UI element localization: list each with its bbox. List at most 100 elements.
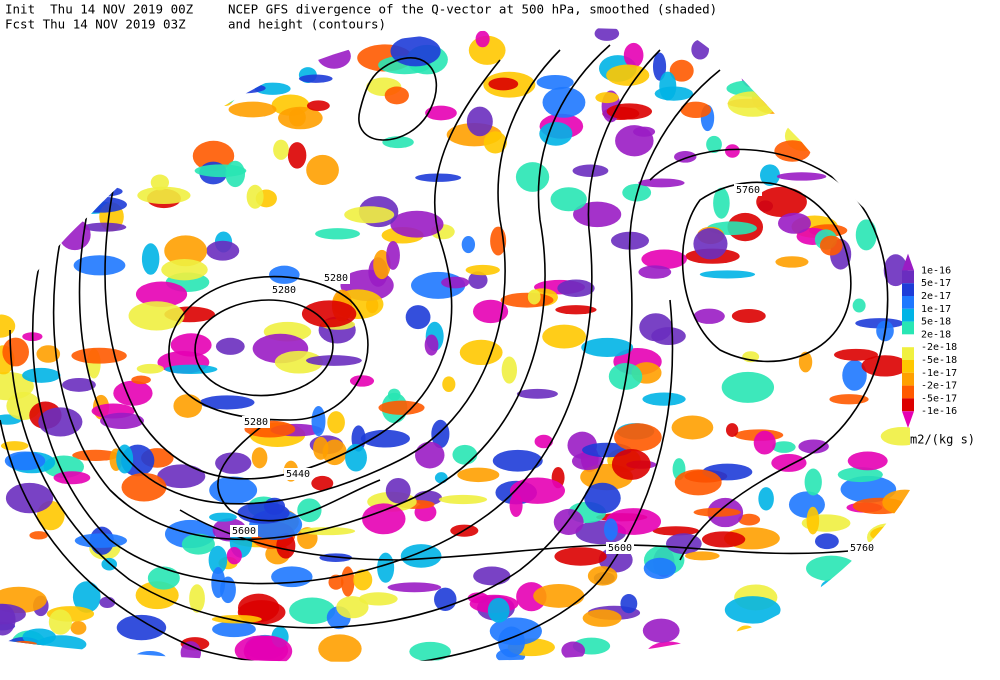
colorbar-swatch: [902, 270, 914, 284]
shade-blob: [141, 243, 160, 275]
shade-blob: [0, 90, 30, 104]
shade-blob: [561, 641, 586, 660]
shade-blob: [870, 525, 910, 543]
shade-blob: [71, 347, 127, 364]
shade-blob: [126, 48, 173, 60]
shade-blob: [209, 512, 237, 522]
colorbar-arrow: [902, 411, 914, 428]
colorbar-label: -2e-17: [921, 381, 957, 392]
shade-blob: [3, 136, 28, 152]
shade-blob: [572, 164, 609, 177]
shade-blob: [756, 186, 807, 218]
colorbar-swatch: [902, 334, 914, 348]
shade-blob: [0, 81, 32, 110]
shade-blob: [601, 663, 616, 676]
shade-blob: [300, 527, 356, 536]
shade-blob: [461, 235, 476, 254]
height-contours: [0, 44, 889, 662]
shade-blob: [852, 148, 902, 165]
shade-blob: [136, 363, 164, 374]
shade-blob: [53, 471, 91, 485]
shade-blob: [164, 364, 218, 374]
colorbar-label: 1e-16: [921, 265, 951, 276]
shade-blob: [584, 482, 621, 514]
colorbar-swatch: [902, 308, 914, 322]
shade-blob: [424, 334, 439, 356]
shade-blob: [492, 449, 543, 472]
shade-blob: [4, 451, 46, 471]
shade-blob: [0, 210, 49, 231]
shade-blob: [209, 476, 258, 505]
shade-blob: [651, 327, 686, 346]
shade-blob: [311, 475, 334, 491]
shade-blob: [390, 210, 444, 238]
shade-blob: [452, 444, 478, 465]
shade-blob: [212, 621, 256, 638]
shade-blob: [251, 447, 268, 469]
shade-blob: [30, 138, 46, 158]
shade-blob: [671, 415, 714, 440]
shade-blob: [12, 119, 53, 137]
shade-blob: [2, 337, 29, 367]
shade-blob: [59, 75, 110, 88]
contour-line: [194, 299, 334, 397]
init-time: Init Thu 14 NOV 2019 00Z: [5, 2, 194, 17]
subtitle: and height (contours): [228, 17, 386, 32]
shade-blob: [581, 337, 634, 357]
shade-blob: [358, 592, 398, 606]
colorbar-label: 5e-18: [921, 317, 951, 328]
shade-blob: [0, 162, 21, 183]
shade-blob: [384, 86, 409, 105]
shade-blob: [539, 121, 573, 146]
shade-blob: [254, 82, 291, 95]
shade-blob: [121, 105, 140, 121]
shade-blob: [847, 66, 898, 89]
shade-blob: [362, 503, 406, 535]
shade-blob: [758, 487, 774, 511]
contour-line: [217, 419, 381, 522]
shade-blob: [378, 400, 425, 415]
shade-blob: [318, 634, 362, 662]
shade-blob: [154, 67, 179, 89]
shade-blob: [405, 305, 431, 330]
shade-blob: [872, 606, 886, 638]
shade-blob: [137, 186, 191, 205]
shade-blob: [652, 52, 667, 81]
shade-blob: [806, 555, 857, 582]
shade-blob: [771, 454, 807, 472]
shade-blob: [724, 596, 781, 624]
contour-label: 5600: [608, 543, 632, 554]
contour-label-bg: [606, 542, 634, 554]
shade-blob: [387, 388, 401, 401]
shade-blob: [213, 82, 266, 94]
shade-blob: [227, 83, 248, 95]
contour-line: [9, 69, 721, 629]
shade-blob: [328, 574, 344, 590]
shade-blob: [603, 518, 618, 541]
shade-blob: [228, 101, 277, 118]
shade-blob: [536, 74, 574, 90]
shade-blob: [311, 405, 326, 437]
shade-blob: [162, 53, 178, 63]
shade-blob: [113, 380, 153, 406]
shade-blob: [227, 63, 279, 72]
shade-blob: [840, 475, 897, 503]
shade-blob: [659, 71, 677, 101]
shade-blob: [305, 41, 341, 56]
colorbar-label: -5e-17: [921, 393, 957, 404]
shade-blob: [208, 545, 228, 575]
contour-line: [31, 49, 661, 585]
shade-blob: [207, 92, 235, 105]
contour-line: [104, 59, 501, 480]
shade-blob: [605, 508, 662, 535]
shade-blob: [157, 464, 206, 489]
shade-blob: [0, 441, 29, 451]
shade-blob: [527, 289, 541, 305]
shade-blob: [73, 196, 127, 213]
shade-blob: [473, 566, 511, 586]
shade-blob: [87, 96, 134, 122]
shade-blob: [606, 64, 650, 86]
contour-label-bg: [230, 525, 258, 537]
shade-blob: [488, 77, 519, 91]
shade-blob: [642, 392, 686, 406]
